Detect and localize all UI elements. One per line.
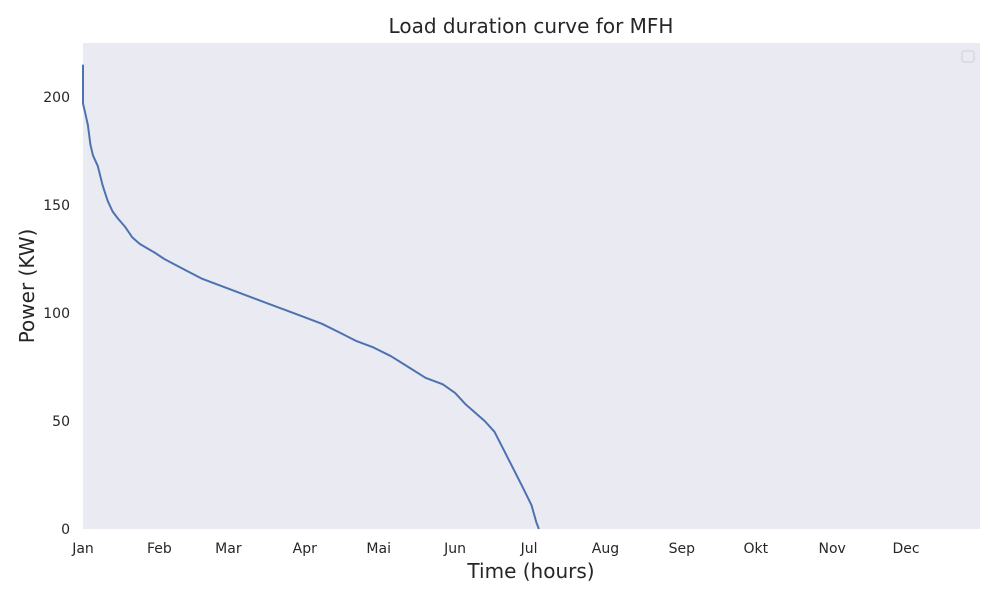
x-tick-label: Okt [743, 541, 768, 557]
plot-area [83, 43, 980, 529]
x-tick-label: Nov [818, 541, 845, 557]
x-tick-label: Mar [215, 541, 242, 557]
x-tick-label: Mai [366, 541, 391, 557]
y-tick-label: 150 [43, 198, 70, 214]
legend [961, 50, 975, 63]
y-tick-label: 0 [61, 522, 70, 538]
x-tick-label: Feb [147, 541, 172, 557]
y-axis-ticks: 0 50 100 150 200 [43, 90, 70, 538]
y-axis-label: Power (KW) [15, 229, 39, 344]
chart-title: Load duration curve for MFH [389, 14, 674, 38]
y-tick-label: 100 [43, 306, 70, 322]
y-tick-label: 200 [43, 90, 70, 106]
x-tick-label: Apr [293, 541, 317, 557]
x-axis-ticks: Jan Feb Mar Apr Mai Jun Jul Aug Sep Okt Nov Dec [71, 541, 919, 557]
x-tick-label: Jan [71, 541, 94, 557]
x-tick-label: Dec [893, 541, 920, 557]
x-axis-label: Time (hours) [466, 559, 594, 583]
x-tick-label: Sep [669, 541, 696, 557]
y-tick-label: 50 [52, 414, 70, 430]
x-tick-label: Jun [443, 541, 466, 557]
x-tick-label: Aug [592, 541, 619, 557]
series-line [82, 64, 540, 530]
x-tick-label: Jul [520, 541, 538, 557]
